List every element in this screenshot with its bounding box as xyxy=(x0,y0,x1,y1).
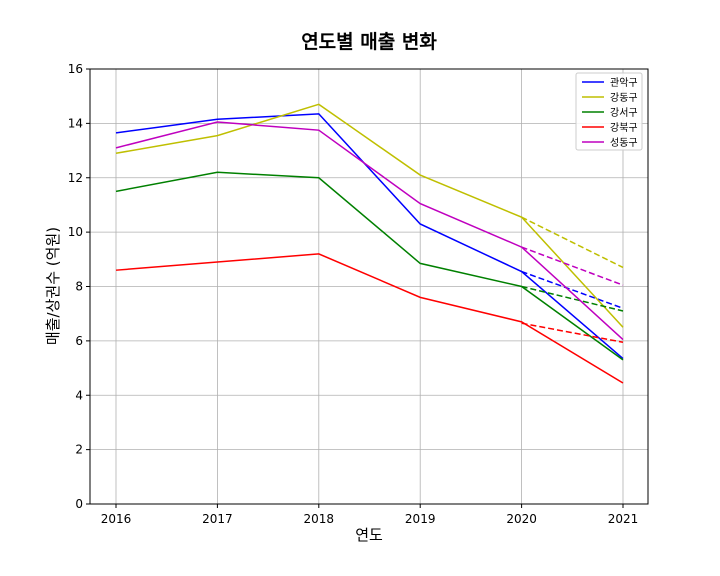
x-axis-label: 연도 xyxy=(355,526,383,544)
y-tick-label: 6 xyxy=(75,334,83,348)
y-tick-label: 12 xyxy=(68,171,83,185)
legend-label: 성동구 xyxy=(610,137,638,149)
x-tick-label: 2018 xyxy=(304,512,335,526)
x-tick-label: 2016 xyxy=(101,512,132,526)
y-axis: 0 2 4 6 8 10 12 14 16 xyxy=(68,62,90,511)
y-tick-label: 4 xyxy=(75,388,83,402)
series-line-3 xyxy=(115,253,624,384)
chart-title: 연도별 매출 변화 xyxy=(301,31,437,53)
series-line-2 xyxy=(115,171,624,361)
series-projection-4 xyxy=(521,246,624,286)
y-tick-label: 14 xyxy=(68,116,83,130)
x-tick-label: 2017 xyxy=(202,512,233,526)
legend-label: 강서구 xyxy=(610,107,638,119)
y-tick-label: 2 xyxy=(75,443,83,457)
legend-box xyxy=(575,72,643,151)
x-tick-label: 2019 xyxy=(405,512,436,526)
series-group xyxy=(115,103,624,384)
y-axis-label: 매출/상권수 (억원) xyxy=(44,227,62,345)
y-tick-label: 0 xyxy=(75,497,83,511)
series-projection-1 xyxy=(521,216,624,269)
legend-label: 강동구 xyxy=(610,92,638,104)
series-projection-2 xyxy=(521,285,624,312)
x-axis: 2016 2017 2018 2019 2020 2021 xyxy=(101,504,639,526)
y-tick-label: 10 xyxy=(68,225,83,239)
legend-label: 관악구 xyxy=(610,77,638,89)
x-tick-label: 2020 xyxy=(506,512,537,526)
series-projection-3 xyxy=(521,322,624,343)
x-tick-label: 2021 xyxy=(608,512,639,526)
series-line-0 xyxy=(115,113,624,360)
series-line-1 xyxy=(115,103,624,328)
series-line-4 xyxy=(115,121,624,341)
y-tick-label: 16 xyxy=(68,62,83,76)
legend-label: 강북구 xyxy=(610,122,638,134)
y-tick-label: 8 xyxy=(75,280,83,294)
